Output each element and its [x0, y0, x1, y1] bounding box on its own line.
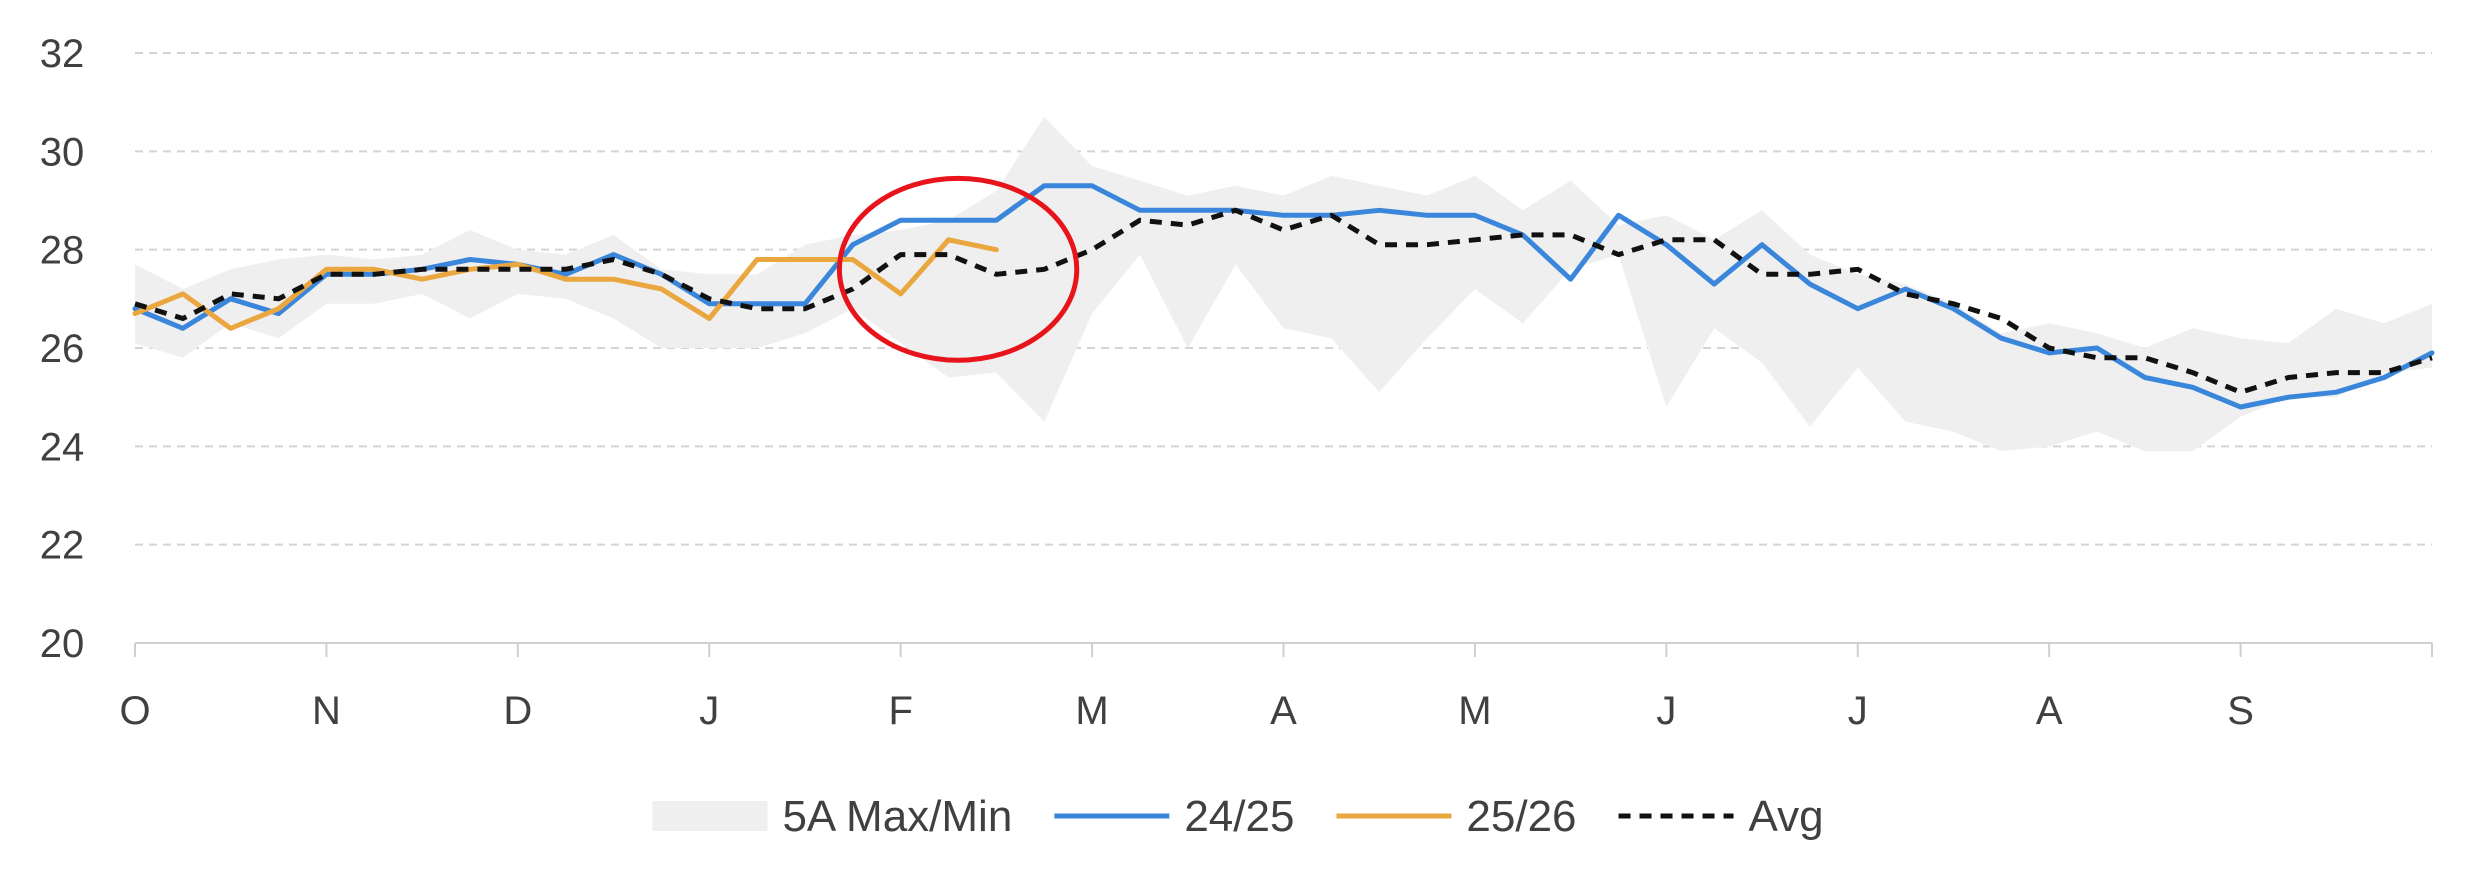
x-tick-label-D-2: D	[503, 689, 532, 733]
x-tick-label-S-11: S	[2227, 689, 2254, 733]
y-tick-label-28: 28	[40, 229, 85, 273]
x-tick-label-J-3: J	[699, 689, 719, 733]
highlight-ellipse-1	[836, 175, 1080, 363]
series-line-avg	[134, 207, 2433, 395]
y-tick-label-26: 26	[40, 327, 85, 371]
x-tick-label-A-10: A	[2036, 689, 2063, 733]
y-axis-tick-labels: 20 22 24 26 28 30 32	[40, 32, 85, 666]
legend-label-5a-max-min: 5A Max/Min	[782, 792, 1012, 841]
y-tick-label-32: 32	[40, 32, 85, 76]
x-axis	[134, 642, 2433, 657]
legend-label-25-26: 25/26	[1466, 792, 1576, 841]
series-lines	[132, 183, 2435, 410]
x-tick-label-A-6: A	[1270, 689, 1297, 733]
y-tick-label-20: 20	[40, 622, 85, 666]
legend: 5A Max/Min 24/25 25/26 Avg	[652, 792, 1824, 841]
x-tick-label-F-4: F	[888, 689, 912, 733]
x-tick-label-M-5: M	[1075, 689, 1108, 733]
legend-label-avg: Avg	[1749, 792, 1824, 841]
x-tick-label-J-9: J	[1848, 689, 1868, 733]
x-tick-label-N-1: N	[312, 689, 341, 733]
y-tick-label-24: 24	[40, 425, 85, 469]
y-tick-label-30: 30	[40, 130, 85, 174]
annotations	[836, 175, 1080, 363]
x-tick-label-J-8: J	[1656, 689, 1676, 733]
range-band-5a-max-min	[135, 116, 2432, 452]
y-tick-label-22: 22	[40, 524, 85, 568]
legend-swatch-5a-max-min	[652, 801, 768, 831]
x-tick-label-M-7: M	[1458, 689, 1491, 733]
legend-label-24-25: 24/25	[1184, 792, 1294, 841]
max-min-range-area	[135, 116, 2432, 452]
series-line-25-26	[132, 237, 999, 331]
x-tick-label-O-0: O	[119, 689, 150, 733]
